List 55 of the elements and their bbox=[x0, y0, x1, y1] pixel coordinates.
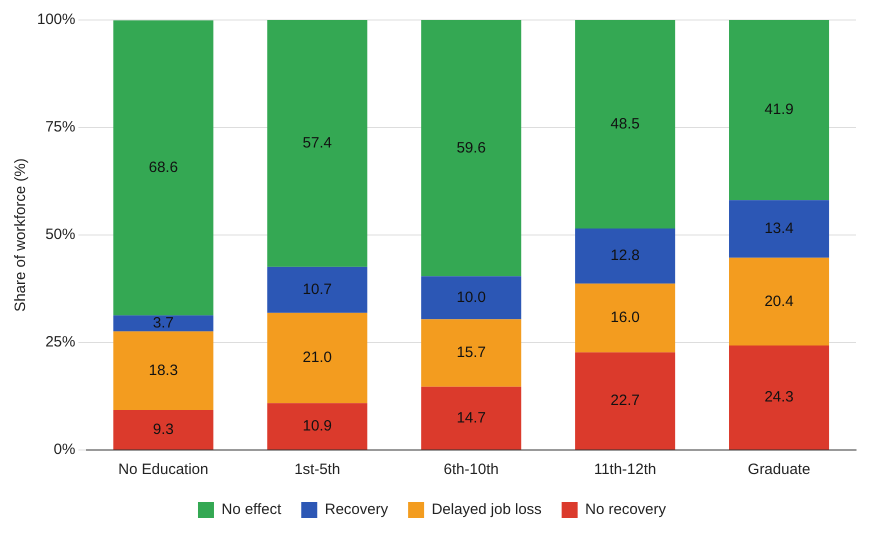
legend-label: No effect bbox=[221, 501, 282, 518]
bar bbox=[729, 346, 830, 450]
bar bbox=[729, 258, 830, 346]
bar bbox=[729, 200, 830, 258]
bar bbox=[113, 315, 214, 332]
bar bbox=[421, 20, 522, 276]
data-label: 20.4 bbox=[764, 292, 794, 310]
bar bbox=[729, 20, 830, 200]
data-label: 13.4 bbox=[764, 220, 794, 238]
data-label: 16.0 bbox=[610, 309, 640, 326]
bar bbox=[575, 352, 676, 450]
y-tick-label: 100% bbox=[36, 11, 76, 28]
legend-label: No recovery bbox=[585, 501, 667, 518]
x-tick-label: Graduate bbox=[748, 461, 810, 478]
bar bbox=[421, 386, 522, 450]
data-label: 10.7 bbox=[302, 280, 332, 298]
bar bbox=[267, 20, 368, 267]
y-tick-label: 25% bbox=[45, 334, 76, 351]
data-label: 9.3 bbox=[152, 420, 174, 438]
y-tick-label: 0% bbox=[54, 441, 76, 458]
y-tick-label: 75% bbox=[45, 118, 76, 136]
bar bbox=[113, 20, 214, 316]
data-label: 41.9 bbox=[764, 101, 794, 118]
y-axis-title: Share of workforce (%) bbox=[12, 158, 30, 312]
bar bbox=[267, 312, 368, 404]
x-tick-label: 1st-5th bbox=[294, 461, 340, 478]
bar bbox=[113, 410, 214, 450]
bar bbox=[575, 284, 676, 352]
data-label: 21.0 bbox=[302, 349, 332, 366]
data-label: 3.7 bbox=[152, 314, 174, 332]
data-label: 22.7 bbox=[610, 392, 640, 410]
x-tick-label: No Education bbox=[118, 461, 208, 478]
legend-label: Recovery bbox=[324, 501, 389, 518]
bar bbox=[267, 266, 368, 313]
data-label: 59.6 bbox=[456, 139, 486, 156]
data-label: 12.8 bbox=[610, 247, 640, 264]
data-label: 57.4 bbox=[302, 134, 332, 152]
data-label: 14.7 bbox=[456, 409, 486, 426]
bar bbox=[575, 228, 676, 284]
bar bbox=[575, 20, 676, 229]
x-tick-label: 6th-10th bbox=[444, 461, 499, 478]
data-label: 48.5 bbox=[610, 115, 640, 132]
data-label: 24.3 bbox=[764, 388, 794, 406]
bar bbox=[421, 319, 522, 387]
data-label: 18.3 bbox=[148, 362, 178, 379]
data-label: 10.9 bbox=[302, 417, 332, 434]
y-tick-label: 50% bbox=[45, 226, 76, 244]
data-label: 68.6 bbox=[148, 159, 178, 176]
legend-label: Delayed job loss bbox=[432, 501, 542, 518]
data-label: 15.7 bbox=[456, 344, 486, 362]
data-label: 10.0 bbox=[456, 288, 486, 306]
bar bbox=[421, 276, 522, 320]
bar bbox=[267, 403, 368, 450]
bar bbox=[113, 331, 214, 410]
x-tick-label: 11th-12th bbox=[594, 461, 656, 478]
